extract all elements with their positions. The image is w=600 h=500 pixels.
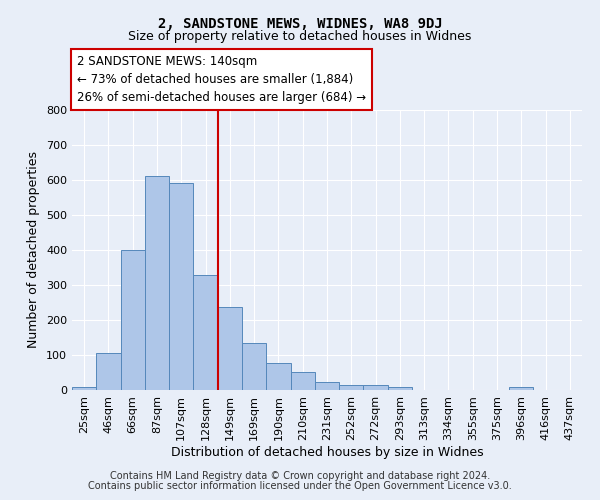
Bar — [72, 387, 96, 390]
Bar — [388, 387, 412, 390]
Bar — [315, 382, 339, 390]
Text: 2 SANDSTONE MEWS: 140sqm
← 73% of detached houses are smaller (1,884)
26% of sem: 2 SANDSTONE MEWS: 140sqm ← 73% of detach… — [77, 56, 366, 104]
Bar — [509, 387, 533, 390]
Text: Size of property relative to detached houses in Widnes: Size of property relative to detached ho… — [128, 30, 472, 43]
Y-axis label: Number of detached properties: Number of detached properties — [28, 152, 40, 348]
Text: Contains HM Land Registry data © Crown copyright and database right 2024.: Contains HM Land Registry data © Crown c… — [110, 471, 490, 481]
Text: 2, SANDSTONE MEWS, WIDNES, WA8 9DJ: 2, SANDSTONE MEWS, WIDNES, WA8 9DJ — [158, 18, 442, 32]
Bar — [193, 274, 218, 390]
Bar — [121, 250, 145, 390]
X-axis label: Distribution of detached houses by size in Widnes: Distribution of detached houses by size … — [170, 446, 484, 458]
Bar — [96, 353, 121, 390]
Bar — [145, 176, 169, 390]
Bar — [218, 306, 242, 390]
Bar — [242, 343, 266, 390]
Text: Contains public sector information licensed under the Open Government Licence v3: Contains public sector information licen… — [88, 481, 512, 491]
Bar — [169, 184, 193, 390]
Bar — [266, 363, 290, 390]
Bar — [339, 385, 364, 390]
Bar — [290, 372, 315, 390]
Bar — [364, 385, 388, 390]
